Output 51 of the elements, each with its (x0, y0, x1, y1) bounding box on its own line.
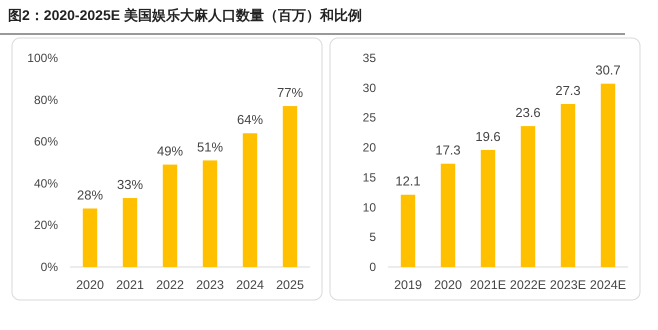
bar (82, 208, 98, 267)
x-tick-label: 2022E (510, 278, 546, 292)
bar (122, 198, 138, 267)
data-label: 77% (276, 85, 304, 100)
bar (162, 164, 178, 267)
x-tick-label: 2020 (76, 278, 104, 292)
bar (520, 126, 536, 267)
data-label: 51% (196, 139, 224, 154)
y-tick-label: 20% (34, 218, 58, 232)
bar (400, 194, 416, 267)
y-tick-label: 20 (362, 140, 376, 155)
data-label: 49% (156, 144, 184, 159)
y-tick-label: 80% (34, 92, 58, 107)
bar (242, 133, 258, 267)
x-tick-label: 2025 (276, 278, 304, 292)
data-label: 19.6 (475, 128, 501, 144)
y-tick-label: 35 (362, 51, 376, 65)
chart-title: 图2：2020-2025E 美国娱乐大麻人口数量（百万）和比例 (8, 7, 362, 23)
data-label: 12.1 (395, 174, 421, 189)
y-tick-label: 30 (362, 80, 376, 95)
bar (480, 150, 496, 267)
x-tick-label: 2021 (116, 278, 144, 292)
bar (600, 84, 616, 267)
data-label: 33% (116, 177, 144, 192)
bar (282, 106, 298, 267)
bar (560, 104, 576, 267)
data-label: 27.3 (555, 82, 581, 98)
x-tick-label: 2024 (236, 278, 264, 292)
y-tick-label: 100% (27, 51, 58, 65)
y-tick-label: 60% (34, 134, 58, 149)
y-tick-label: 5 (369, 230, 376, 244)
y-tick-label: 15 (362, 170, 376, 184)
data-label: 17.3 (435, 142, 461, 158)
x-tick-label: 2023 (196, 278, 224, 292)
data-label: 30.7 (595, 62, 621, 78)
x-tick-label: 2021E (470, 278, 506, 292)
y-tick-label: 0 (369, 260, 376, 274)
x-tick-label: 2024E (590, 278, 626, 292)
x-tick-label: 2022 (156, 278, 184, 292)
data-label: 23.6 (515, 105, 541, 120)
bar (440, 164, 456, 267)
y-tick-label: 0% (40, 260, 58, 274)
data-label: 28% (76, 187, 104, 202)
y-tick-label: 40% (34, 176, 58, 190)
data-label: 64% (236, 112, 264, 128)
x-tick-label: 2020 (434, 278, 462, 292)
x-tick-label: 2019 (394, 278, 422, 292)
y-tick-label: 25 (362, 110, 376, 125)
bar (202, 160, 218, 267)
y-tick-label: 10 (362, 200, 376, 214)
x-tick-label: 2023E (550, 278, 586, 292)
